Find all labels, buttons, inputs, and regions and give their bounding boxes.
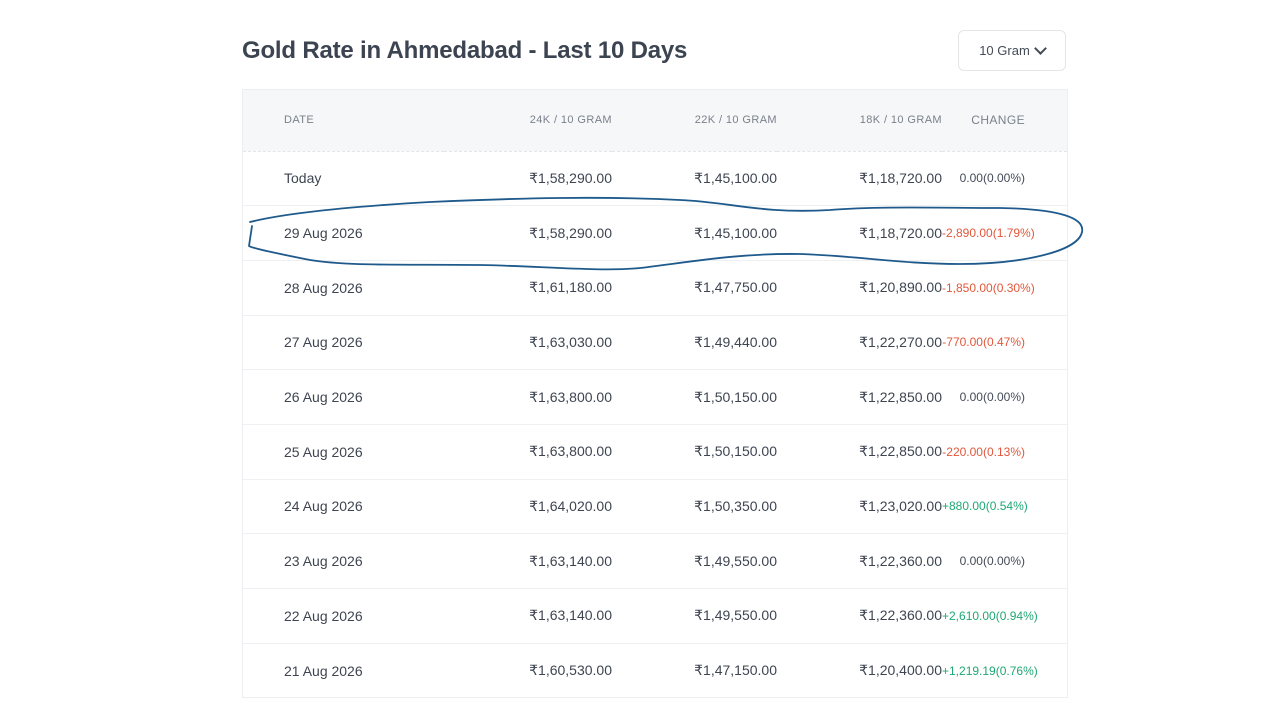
- cell-date: Today: [284, 170, 322, 187]
- cell-22k: ₹1,47,750.00: [694, 279, 777, 296]
- cell-date: 21 Aug 2026: [284, 662, 363, 679]
- header-18k: 18K / 10 GRAM: [859, 114, 942, 127]
- cell-date: 26 Aug 2026: [284, 389, 363, 406]
- table-row: 23 Aug 2026 ₹1,63,140.00 ₹1,49,550.00 ₹1…: [243, 534, 1067, 589]
- cell-18k: ₹1,22,360.00: [859, 607, 942, 624]
- cell-date: 29 Aug 2026: [284, 225, 363, 242]
- header-change: CHANGE: [971, 113, 1025, 128]
- cell-date: 23 Aug 2026: [284, 553, 363, 570]
- table-row: 24 Aug 2026 ₹1,64,020.00 ₹1,50,350.00 ₹1…: [243, 479, 1067, 534]
- cell-24k: ₹1,63,140.00: [529, 607, 612, 624]
- cell-change: -1,850.00(0.30%): [942, 280, 1035, 295]
- cell-change: +880.00(0.54%): [942, 499, 1028, 514]
- cell-22k: ₹1,45,100.00: [694, 224, 777, 241]
- header-22k: 22K / 10 GRAM: [694, 114, 777, 127]
- cell-24k: ₹1,60,530.00: [529, 662, 612, 679]
- cell-22k: ₹1,50,150.00: [694, 388, 777, 405]
- cell-24k: ₹1,64,020.00: [529, 497, 612, 514]
- table-header-row: DATE 24K / 10 GRAM 22K / 10 GRAM 18K / 1…: [243, 90, 1067, 151]
- table-row: 21 Aug 2026 ₹1,60,530.00 ₹1,47,150.00 ₹1…: [243, 643, 1067, 698]
- table-row: 27 Aug 2026 ₹1,63,030.00 ₹1,49,440.00 ₹1…: [243, 315, 1067, 370]
- cell-22k: ₹1,49,440.00: [694, 333, 777, 350]
- cell-18k: ₹1,20,890.00: [859, 279, 942, 296]
- cell-change: +2,610.00(0.94%): [942, 608, 1038, 623]
- cell-change: 0.00(0.00%): [959, 554, 1025, 569]
- table-row: Today ₹1,58,290.00 ₹1,45,100.00 ₹1,18,72…: [243, 151, 1067, 206]
- cell-change: 0.00(0.00%): [959, 171, 1025, 186]
- cell-18k: ₹1,23,020.00: [859, 497, 942, 514]
- cell-22k: ₹1,50,350.00: [694, 497, 777, 514]
- page-title: Gold Rate in Ahmedabad - Last 10 Days: [242, 37, 688, 64]
- cell-date: 27 Aug 2026: [284, 334, 363, 351]
- cell-24k: ₹1,61,180.00: [529, 279, 612, 296]
- cell-date: 28 Aug 2026: [284, 279, 363, 296]
- cell-change: 0.00(0.00%): [959, 390, 1025, 405]
- table-body: Today ₹1,58,290.00 ₹1,45,100.00 ₹1,18,72…: [243, 151, 1067, 698]
- header-24k: 24K / 10 GRAM: [529, 114, 612, 127]
- cell-24k: ₹1,63,800.00: [529, 388, 612, 405]
- cell-24k: ₹1,58,290.00: [529, 224, 612, 241]
- cell-change: +1,219.19(0.76%): [942, 663, 1038, 678]
- cell-18k: ₹1,18,720.00: [859, 224, 942, 241]
- cell-22k: ₹1,49,550.00: [694, 552, 777, 569]
- cell-18k: ₹1,22,360.00: [859, 552, 942, 569]
- table-row: 26 Aug 2026 ₹1,63,800.00 ₹1,50,150.00 ₹1…: [243, 370, 1067, 425]
- cell-date: 22 Aug 2026: [284, 607, 363, 624]
- cell-date: 24 Aug 2026: [284, 498, 363, 515]
- gold-rate-table: DATE 24K / 10 GRAM 22K / 10 GRAM 18K / 1…: [243, 90, 1067, 698]
- cell-change: -2,890.00(1.79%): [942, 226, 1035, 241]
- cell-change: -770.00(0.47%): [942, 335, 1025, 350]
- cell-24k: ₹1,58,290.00: [529, 169, 612, 186]
- cell-18k: ₹1,22,850.00: [859, 388, 942, 405]
- chevron-down-icon: [1033, 42, 1047, 55]
- table-row: 22 Aug 2026 ₹1,63,140.00 ₹1,49,550.00 ₹1…: [243, 589, 1067, 644]
- cell-18k: ₹1,18,720.00: [859, 169, 942, 186]
- cell-18k: ₹1,22,850.00: [859, 443, 942, 460]
- table-row: 28 Aug 2026 ₹1,61,180.00 ₹1,47,750.00 ₹1…: [243, 260, 1067, 316]
- unit-dropdown-label: 10 Gram: [979, 43, 1030, 58]
- table-row: 25 Aug 2026 ₹1,63,800.00 ₹1,50,150.00 ₹1…: [243, 424, 1067, 480]
- cell-24k: ₹1,63,800.00: [529, 443, 612, 460]
- header-date: DATE: [284, 114, 315, 127]
- cell-change: -220.00(0.13%): [942, 444, 1025, 459]
- cell-date: 25 Aug 2026: [284, 443, 363, 460]
- cell-22k: ₹1,50,150.00: [694, 443, 777, 460]
- cell-24k: ₹1,63,030.00: [529, 333, 612, 350]
- cell-22k: ₹1,49,550.00: [694, 607, 777, 624]
- cell-18k: ₹1,20,400.00: [859, 662, 942, 679]
- cell-18k: ₹1,22,270.00: [859, 333, 942, 350]
- cell-24k: ₹1,63,140.00: [529, 552, 612, 569]
- cell-22k: ₹1,47,150.00: [694, 662, 777, 679]
- gold-rate-table-container: DATE 24K / 10 GRAM 22K / 10 GRAM 18K / 1…: [242, 89, 1068, 698]
- cell-22k: ₹1,45,100.00: [694, 169, 777, 186]
- table-row: 29 Aug 2026 ₹1,58,290.00 ₹1,45,100.00 ₹1…: [243, 206, 1067, 261]
- unit-dropdown[interactable]: 10 Gram: [958, 30, 1066, 71]
